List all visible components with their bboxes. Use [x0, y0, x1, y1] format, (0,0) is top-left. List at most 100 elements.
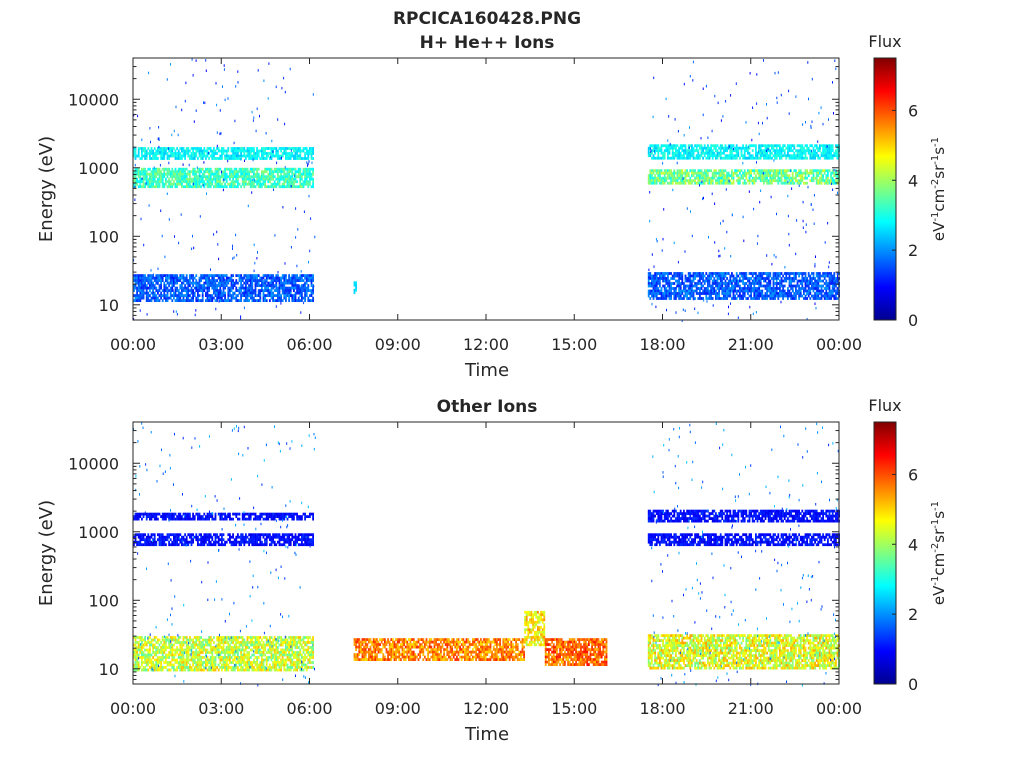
heatmap-cell: [309, 152, 311, 155]
heatmap-cell: [262, 152, 265, 155]
scatter-count: [160, 209, 162, 212]
scatter-count: [805, 223, 807, 226]
heatmap-cell: [158, 289, 161, 292]
heatmap-cell: [836, 297, 839, 300]
heatmap-cell: [254, 172, 257, 176]
heatmap-cell: [163, 172, 166, 176]
heatmap-cell: [145, 172, 148, 176]
heatmap-cell: [721, 146, 724, 150]
scatter-count: [240, 315, 242, 318]
heatmap-cell: [788, 289, 791, 293]
heatmap-cell: [774, 144, 776, 148]
heatmap-cell: [158, 175, 161, 179]
heatmap-cell: [275, 274, 278, 277]
heatmap-cell: [705, 272, 708, 275]
scatter-count: [175, 310, 177, 313]
heatmap-cell: [267, 294, 270, 297]
heatmap-cell: [831, 292, 834, 295]
scatter-count: [654, 150, 655, 153]
heatmap-cell: [270, 175, 273, 179]
heatmap-cell: [181, 185, 183, 189]
scatter-count: [195, 59, 197, 62]
scatter-count: [811, 77, 813, 81]
scatter-count: [807, 61, 809, 64]
heatmap-cell: [679, 151, 682, 155]
heatmap-cell: [272, 279, 274, 282]
heatmap-cell: [288, 180, 290, 184]
heatmap-cell: [809, 277, 812, 280]
heatmap-cell: [716, 144, 719, 148]
heatmap-cell: [830, 289, 832, 293]
heatmap-cell: [780, 289, 783, 293]
scatter-count: [727, 312, 729, 316]
heatmap-cell: [732, 297, 735, 300]
heatmap-cell: [251, 294, 254, 297]
heatmap-cell: [153, 172, 156, 176]
scatter-count: [222, 85, 223, 88]
heatmap-cell: [755, 277, 757, 280]
heatmap-cell: [673, 146, 676, 150]
heatmap-cell: [197, 284, 199, 287]
heatmap-cell: [139, 296, 142, 300]
heatmap-cell: [681, 179, 684, 183]
scatter-count: [806, 317, 808, 321]
heatmap-cell: [804, 277, 807, 280]
heatmap-cell: [665, 297, 668, 300]
heatmap-cell: [745, 282, 748, 285]
heatmap-cell: [144, 279, 146, 282]
heatmap-cell: [740, 297, 743, 300]
heatmap-cell: [251, 286, 254, 290]
heatmap-cell: [775, 151, 778, 155]
heatmap-cell: [286, 286, 289, 290]
heatmap-cell: [216, 289, 218, 292]
heatmap-cell: [147, 281, 150, 285]
heatmap-cell: [294, 279, 297, 282]
heatmap-cell: [214, 157, 217, 160]
heatmap-cell: [214, 167, 217, 171]
heatmap-cell: [771, 292, 773, 295]
heatmap-cell: [651, 289, 653, 293]
heatmap-cell: [819, 284, 821, 288]
heatmap-cell: [280, 175, 282, 179]
heatmap-cell: [144, 157, 146, 160]
heatmap-cell: [819, 156, 821, 160]
heatmap-cell: [788, 279, 791, 283]
heatmap-cell: [173, 147, 175, 150]
heatmap-cell: [133, 182, 135, 186]
heatmap-cell: [791, 284, 794, 288]
heatmap-cell: [293, 177, 295, 181]
heatmap-cell: [265, 299, 268, 302]
heatmap-cell: [743, 287, 746, 290]
heatmap-cell: [798, 156, 800, 160]
heatmap-cell: [147, 653, 150, 657]
heatmap-cell: [759, 144, 762, 148]
heatmap-cell: [732, 174, 735, 178]
heatmap-cell: [203, 175, 206, 179]
heatmap-cell: [742, 277, 744, 280]
heatmap-cell: [817, 297, 820, 300]
heatmap-cell: [173, 274, 175, 277]
heatmap-cell: [779, 284, 781, 288]
heatmap-cell: [209, 279, 212, 282]
heatmap-cell: [705, 297, 708, 300]
heatmap-cell: [795, 284, 797, 288]
heatmap-cell: [719, 279, 722, 283]
heatmap-cell: [766, 146, 768, 150]
heatmap-cell: [806, 146, 808, 150]
heatmap-cell: [160, 177, 162, 181]
heatmap-cell: [219, 279, 222, 282]
heatmap-cell: [169, 281, 172, 285]
heatmap-cell: [142, 167, 145, 171]
heatmap-cell: [197, 170, 199, 174]
heatmap-cell: [828, 151, 831, 155]
heatmap-cell: [657, 174, 660, 178]
heatmap-cell: [299, 289, 302, 292]
heatmap-cell: [270, 185, 273, 189]
heatmap-cell: [161, 154, 164, 158]
heatmap-cell: [774, 287, 776, 290]
heatmap-cell: [133, 656, 135, 659]
heatmap-cell: [197, 167, 199, 171]
heatmap-cell: [739, 289, 741, 293]
scatter-count: [780, 93, 782, 97]
heatmap-cell: [277, 291, 279, 295]
